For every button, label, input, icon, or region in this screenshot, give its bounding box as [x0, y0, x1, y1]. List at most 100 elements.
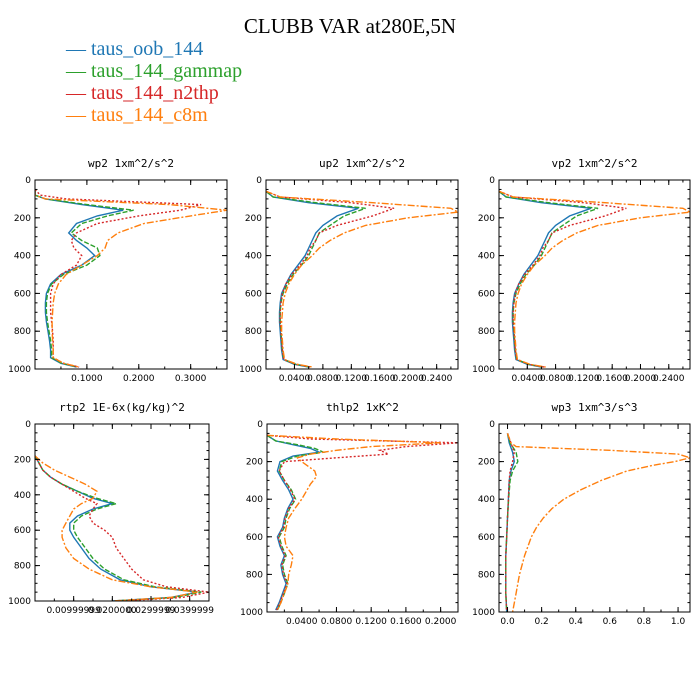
legend-dash: —: [66, 104, 91, 126]
x-tick-label: 0.4: [569, 617, 584, 627]
y-tick-label: 200: [478, 214, 495, 224]
x-tick-label: 0.0299999: [127, 606, 176, 616]
series-line-taus-oob-144: [35, 189, 124, 368]
y-tick-label: 400: [245, 252, 262, 262]
y-tick-label: 0: [256, 176, 262, 186]
x-tick-label: 0.1600: [364, 374, 396, 384]
y-tick-label: 600: [245, 289, 262, 299]
y-tick-label: 400: [478, 252, 495, 262]
x-tick-label: 0.0400: [286, 617, 318, 627]
plot-frame: [498, 423, 691, 613]
series-line-taus-144-gammap: [266, 190, 366, 368]
x-tick-label: 0.0400: [279, 374, 311, 384]
y-tick-label: 400: [478, 495, 495, 505]
legend-label: taus_144_c8m: [91, 104, 208, 126]
x-tick-label: 0.3000: [175, 374, 207, 384]
x-tick-label: 0.2400: [421, 374, 453, 384]
y-tick-label: 800: [478, 570, 495, 580]
series-line-taus-144-c8m: [267, 434, 441, 611]
series-line-taus-144-n2thp: [35, 455, 209, 601]
y-tick-label: 200: [245, 214, 262, 224]
x-tick-label: 0.1200: [568, 374, 600, 384]
figure-title: CLUBB VAR at280E,5N: [243, 14, 457, 38]
y-tick-label: 1000: [8, 597, 31, 607]
y-tick-label: 600: [478, 533, 495, 543]
y-tick-label: 0: [489, 420, 495, 430]
y-tick-label: 400: [14, 491, 31, 501]
series-line-taus-144-n2thp: [266, 190, 395, 368]
y-tick-label: 1000: [8, 365, 31, 375]
legend-dash: —: [66, 60, 91, 82]
panel-title: up2 1xm^2/s^2: [319, 157, 405, 170]
y-tick-label: 800: [478, 327, 495, 337]
legend-label: taus_oob_144: [91, 38, 204, 60]
x-tick-label: 0.1600: [390, 617, 422, 627]
panel-3: vp2 1xm^2/s^2 0 200 400 600 800 1000 0.04000.08…: [472, 157, 691, 384]
series-line-taus-144-gammap: [267, 434, 326, 611]
series-line-taus-144-n2thp: [35, 188, 202, 368]
x-tick-label: 0.0399999: [165, 606, 214, 616]
y-tick-label: 200: [14, 455, 31, 465]
x-tick-label: 0.2000: [625, 374, 657, 384]
y-tick-label: 1000: [472, 365, 495, 375]
panel-1: wp2 1xm^2/s^2 0 200 400 600 800 1000 0.1000 0.20…: [8, 157, 228, 384]
plot-frame: [34, 423, 210, 602]
y-tick-label: 600: [14, 289, 31, 299]
x-tick-label: 0.1600: [596, 374, 628, 384]
series-line-taus-oob-144: [505, 433, 516, 612]
x-tick-label: 0.8: [637, 617, 652, 627]
panel-5: thlp2 1xK^2 0 200 400 600 800 1000 0.0400 0.0800…: [240, 401, 459, 627]
series-line-taus-oob-144: [266, 190, 359, 368]
series-line-taus-144-c8m: [506, 433, 690, 612]
series-line-taus-144-c8m: [266, 190, 458, 368]
legend-label: taus_144_gammap: [91, 60, 243, 82]
series-line-taus-144-n2thp: [499, 190, 627, 368]
series-line-taus-144-c8m: [499, 190, 690, 368]
x-tick-label: 0.2000: [123, 374, 155, 384]
y-tick-label: 800: [14, 327, 31, 337]
y-tick-label: 1000: [472, 608, 495, 618]
x-tick-label: 0.00999999: [46, 606, 101, 616]
series-line-taus-144-c8m: [35, 455, 198, 601]
y-tick-label: 0: [489, 176, 495, 186]
series-line-taus-144-n2thp: [267, 434, 458, 611]
panel-2: up2 1xm^2/s^2 0 200 400 600 800 1000 0.04000.08…: [239, 157, 459, 384]
legend-entry-gammap: — taus_144_gammap: [66, 60, 242, 82]
y-tick-label: 0: [257, 420, 263, 430]
legend-entry-c8m: — taus_144_c8m: [66, 104, 242, 126]
x-tick-label: 0.1200: [336, 374, 368, 384]
plot-frame: [266, 423, 459, 613]
x-tick-label: 0.0: [500, 617, 515, 627]
legend-label: taus_144_n2thp: [91, 82, 219, 104]
series-line-taus-144-gammap: [505, 433, 519, 612]
x-tick-label: 0.2000: [425, 617, 457, 627]
y-tick-label: 200: [478, 458, 495, 468]
y-tick-label: 0: [25, 420, 31, 430]
legend-entry-oob: — taus_oob_144: [66, 38, 242, 60]
x-tick-label: 0.1000: [71, 374, 103, 384]
x-tick-label: 0.2: [534, 617, 548, 627]
series-line-taus-oob-144: [267, 434, 322, 611]
y-tick-label: 0: [25, 176, 31, 186]
panel-4: rtp2 1E-6x(kg/kg)^2 0 200 400 600 800 1000 0.00…: [8, 401, 214, 616]
series-line-taus-oob-144: [35, 455, 198, 601]
y-tick-label: 600: [14, 526, 31, 536]
legend: — taus_oob_144 — taus_144_gammap — taus_…: [66, 38, 242, 126]
panel-title: wp2 1xm^2/s^2: [88, 157, 174, 170]
panel-6: wp3 1xm^3/s^3 0 200 400 600 800 1000 0.0 0.2 0.4 0…: [472, 401, 691, 627]
y-tick-label: 200: [14, 214, 31, 224]
legend-dash: —: [66, 82, 91, 104]
x-tick-label: 0.2000: [392, 374, 424, 384]
y-tick-label: 800: [14, 562, 31, 572]
y-tick-label: 800: [245, 327, 262, 337]
panel-title: vp2 1xm^2/s^2: [551, 157, 637, 170]
x-tick-label: 1.0: [671, 617, 686, 627]
panel-title: rtp2 1E-6x(kg/kg)^2: [59, 401, 185, 414]
series-line-taus-oob-144: [499, 190, 592, 368]
x-tick-label: 0.0200000: [88, 606, 137, 616]
series-line-taus-144-gammap: [35, 455, 202, 601]
x-tick-label: 0.0800: [321, 617, 353, 627]
x-tick-label: 0.1200: [355, 617, 387, 627]
y-tick-label: 600: [478, 289, 495, 299]
